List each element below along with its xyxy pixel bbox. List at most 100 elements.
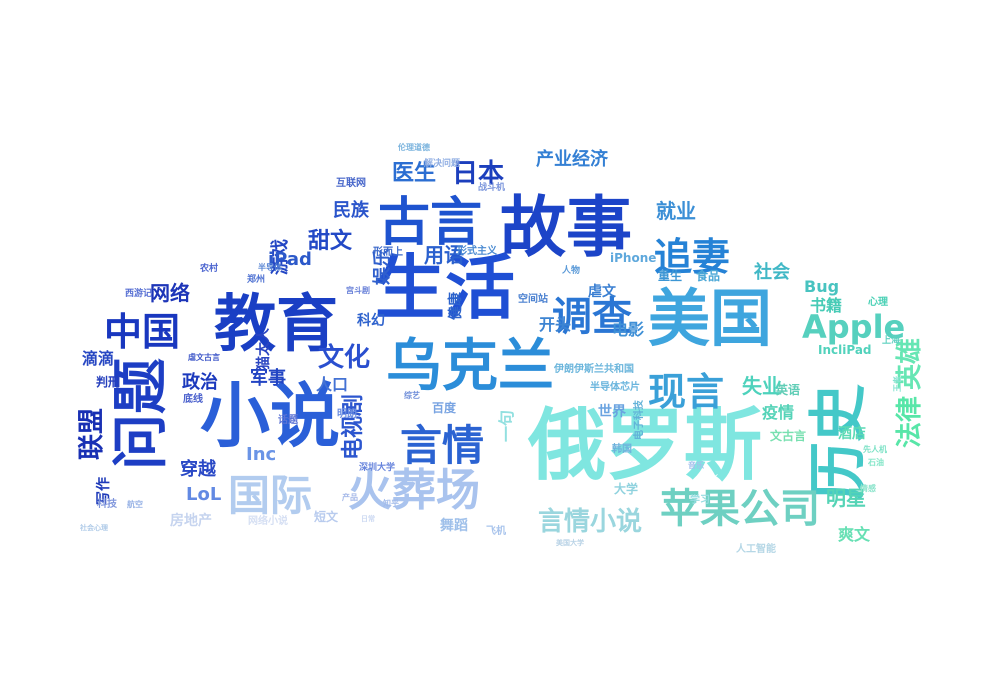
- cloud-word: 滴滴: [82, 349, 114, 368]
- cloud-word: Apple: [802, 308, 905, 346]
- cloud-word: 社会: [754, 261, 790, 283]
- cloud-word: 苹果公司: [660, 486, 820, 532]
- cloud-word: 深圳大学: [359, 461, 395, 473]
- cloud-word: 游戏: [269, 239, 291, 275]
- cloud-word: 爽文: [838, 525, 871, 544]
- cloud-word: 医生: [392, 161, 436, 186]
- cloud-word: 人口: [316, 375, 348, 394]
- cloud-word: LoL: [186, 484, 221, 505]
- cloud-word: Inc: [246, 444, 276, 465]
- cloud-word: 电子科技: [632, 399, 645, 440]
- cloud-word: 文古言: [770, 428, 806, 443]
- cloud-word: 知乎: [383, 498, 399, 508]
- cloud-word: 底线: [183, 392, 203, 405]
- cloud-word: 情感: [859, 483, 876, 493]
- cloud-word: 大学: [614, 481, 638, 496]
- cloud-word: 火葬场: [348, 465, 480, 516]
- cloud-word: 百度: [432, 400, 457, 415]
- cloud-word: 写作: [95, 477, 112, 505]
- cloud-word: 半导体芯片: [590, 380, 640, 393]
- cloud-word: 穿越: [180, 458, 217, 480]
- cloud-word: 伊朗伊斯兰共和国: [553, 362, 634, 375]
- cloud-word: 飞机: [486, 524, 506, 537]
- cloud-word: 追妻: [654, 235, 730, 279]
- cloud-word: 猫太人: [255, 327, 272, 370]
- cloud-word: 教育: [214, 287, 338, 360]
- cloud-word: 酒店: [838, 425, 866, 442]
- cloud-word: 上海: [882, 334, 900, 346]
- cloud-word: 西游记: [125, 287, 152, 299]
- cloud-word: 俄罗斯: [527, 401, 762, 491]
- cloud-word: 先人机: [863, 444, 887, 454]
- cloud-word: 书籍: [810, 296, 842, 315]
- cloud-word: 科技: [97, 497, 118, 510]
- cloud-word: 宫斗剧: [346, 285, 370, 295]
- cloud-word: 判刑: [96, 374, 120, 389]
- cloud-word: 短文: [314, 509, 339, 524]
- cloud-word: 伦理道德: [398, 142, 430, 152]
- cloud-word: 就业: [656, 199, 696, 223]
- cloud-word: 甜文: [308, 228, 353, 254]
- cloud-word: 民族: [333, 199, 370, 221]
- cloud-word: 一句: [497, 410, 516, 442]
- cloud-word: 产品: [342, 492, 358, 502]
- cloud-word: 航空: [127, 499, 143, 509]
- cloud-word: 健康: [447, 291, 464, 320]
- cloud-word: 中国: [104, 310, 180, 354]
- cloud-word: 调查: [552, 294, 632, 340]
- cloud-word: 政治: [182, 371, 218, 393]
- cloud-word: 房地产: [170, 512, 212, 529]
- cloud-word: 社会心理: [79, 523, 108, 532]
- cloud-word: 空间站: [518, 292, 548, 305]
- cloud-word: 网络小说: [248, 514, 288, 527]
- cloud-word: 言情小说: [538, 507, 642, 537]
- cloud-word: 农村: [199, 262, 218, 274]
- cloud-word: 电影: [612, 320, 644, 339]
- cloud-word: 故事: [500, 189, 632, 266]
- cloud-word: 舞蹈: [440, 517, 468, 534]
- cloud-word: 小说: [200, 375, 340, 457]
- cloud-word: 韩国: [612, 442, 632, 455]
- cloud-word: 重生: [658, 268, 682, 283]
- cloud-word: 失业: [742, 374, 782, 398]
- cloud-word: 问题: [109, 358, 174, 470]
- cloud-word: 历史: [804, 384, 872, 500]
- cloud-word: 石油: [867, 457, 884, 467]
- cloud-word: 心理: [868, 296, 888, 308]
- cloud-word: 开头: [539, 315, 571, 334]
- cloud-word: 英语: [776, 382, 800, 397]
- cloud-word: 日常: [361, 514, 375, 523]
- cloud-word: 王者: [892, 376, 902, 392]
- cloud-word: 用语: [424, 243, 464, 267]
- cloud-word: 英雄: [895, 338, 925, 390]
- cloud-word: 音乐: [688, 460, 704, 470]
- cloud-word: 乌克兰: [386, 334, 554, 399]
- cloud-word: 疫情: [762, 403, 794, 422]
- cloud-word: 形式主义: [457, 244, 498, 257]
- cloud-word: 郑州: [247, 273, 265, 285]
- cloud-word: 人工智能: [736, 542, 776, 555]
- cloud-word: 虐文古言: [188, 352, 220, 362]
- cloud-word: iPad: [268, 249, 312, 270]
- cloud-word: 法律: [895, 396, 925, 448]
- cloud-word: 解决问题: [424, 157, 461, 169]
- cloud-word: 学习: [690, 493, 710, 506]
- cloud-word: 人物: [561, 264, 580, 276]
- cloud-word: 科幻: [357, 312, 385, 329]
- cloud-word: 生活: [375, 247, 515, 329]
- cloud-word: 形而上: [373, 245, 403, 258]
- cloud-word: 联盟: [77, 408, 107, 460]
- cloud-word: 军事: [250, 367, 286, 389]
- cloud-word: 电视剧: [340, 394, 366, 460]
- cloud-word: 食品: [695, 268, 720, 283]
- cloud-word: Bug: [804, 277, 839, 296]
- cloud-word: 虐文: [588, 283, 617, 300]
- cloud-word: 世界: [598, 403, 627, 420]
- cloud-word: 文化: [318, 342, 370, 373]
- cloud-word: 明星: [826, 486, 866, 510]
- cloud-word: 美国大学: [556, 538, 584, 547]
- cloud-word: 言情: [400, 421, 484, 470]
- cloud-word: 综艺: [404, 390, 420, 400]
